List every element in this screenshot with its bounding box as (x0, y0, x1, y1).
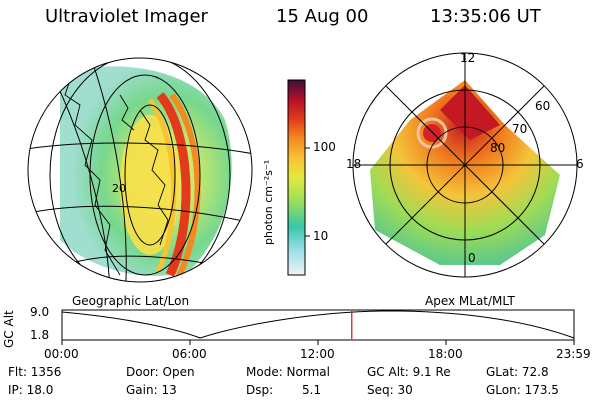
dsp-label: Dsp: (246, 383, 274, 397)
left-panel-label: Geographic Lat/Lon (72, 294, 190, 308)
orbit-ylabel: GC Alt (2, 310, 16, 348)
colorbar-tick-10: 10 (313, 229, 329, 243)
mlt-label-0: 0 (468, 251, 476, 265)
instrument-title: Ultraviolet Imager (45, 6, 208, 27)
orbit-ytick-high: 9.0 (30, 305, 50, 319)
gain-readout: Gain: 13 (126, 383, 177, 397)
orbit-ytick-low: 1.8 (30, 328, 50, 342)
colorbar (287, 79, 310, 276)
right-panel-label: Apex MLat/MLT (425, 294, 515, 308)
orbit-xtick-3: 18:00 (428, 347, 463, 361)
colorbar-unit-label: photon cm⁻²s⁻¹ (262, 159, 275, 245)
ip-readout: IP: 18.0 (8, 383, 54, 397)
orbit-altitude-plot (61, 309, 575, 345)
magnetic-polar-image (352, 52, 578, 278)
mlat-label-80: 80 (490, 141, 505, 155)
dsp-value: 5.1 (302, 383, 322, 397)
geographic-image (27, 57, 253, 283)
gc-alt-readout: GC Alt: 9.1 Re (367, 365, 451, 379)
orbit-xtick-0: 00:00 (44, 347, 79, 361)
grid-label: 20 (112, 182, 126, 195)
door-readout: Door: Open (126, 365, 195, 379)
glat-readout: GLat: 72.8 (486, 365, 549, 379)
colorbar-tick-100: 100 (313, 140, 336, 154)
mlat-label-60: 60 (535, 99, 550, 113)
mlt-label-6: 6 (576, 157, 584, 171)
observation-date: 15 Aug 00 (276, 6, 369, 27)
glon-readout: GLon: 173.5 (486, 383, 559, 397)
orbit-xtick-1: 06:00 (172, 347, 207, 361)
observation-time: 13:35:06 UT (430, 6, 541, 27)
mode-readout: Mode: Normal (246, 365, 330, 379)
mlt-label-12: 12 (460, 51, 475, 65)
orbit-xtick-2: 12:00 (300, 347, 335, 361)
orbit-xtick-4: 23:59 (556, 347, 591, 361)
seq-readout: Seq: 30 (367, 383, 413, 397)
flight-readout: Flt: 1356 (8, 365, 62, 379)
mlt-label-18: 18 (346, 157, 361, 171)
mlat-label-70: 70 (512, 122, 527, 136)
